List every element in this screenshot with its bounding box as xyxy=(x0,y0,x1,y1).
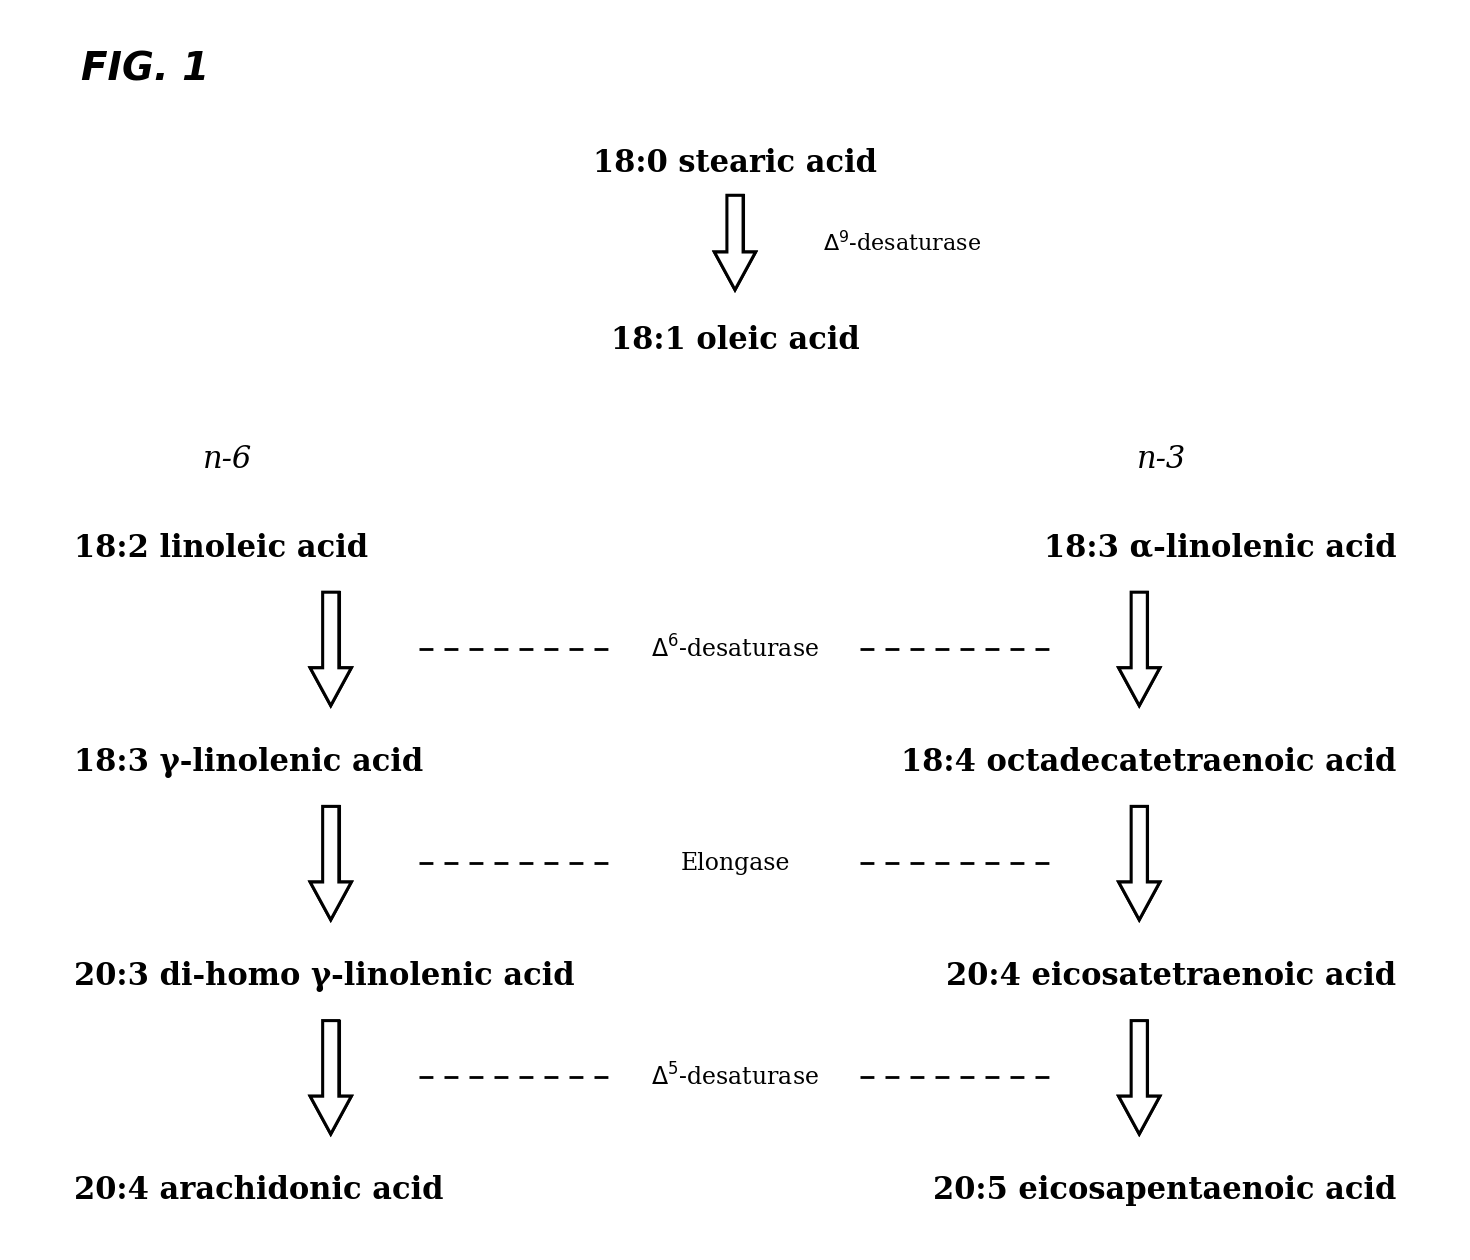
FancyArrow shape xyxy=(714,195,756,290)
Polygon shape xyxy=(310,882,351,920)
Text: $\Delta^5$-desaturase: $\Delta^5$-desaturase xyxy=(651,1063,819,1091)
Text: 20:4 arachidonic acid: 20:4 arachidonic acid xyxy=(74,1176,442,1206)
FancyArrow shape xyxy=(1119,592,1160,706)
Bar xyxy=(726,195,742,252)
Bar xyxy=(1132,592,1148,668)
Text: 20:3 di-homo γ-linolenic acid: 20:3 di-homo γ-linolenic acid xyxy=(74,961,575,992)
FancyArrow shape xyxy=(310,1021,351,1134)
Bar xyxy=(323,1021,338,1096)
Polygon shape xyxy=(310,668,351,706)
Bar xyxy=(323,806,338,882)
Polygon shape xyxy=(1119,882,1160,920)
Text: 20:4 eicosatetraenoic acid: 20:4 eicosatetraenoic acid xyxy=(947,961,1396,992)
Text: n-3: n-3 xyxy=(1136,445,1186,475)
FancyArrow shape xyxy=(310,806,351,920)
Bar xyxy=(1132,1021,1148,1096)
Polygon shape xyxy=(1119,1096,1160,1134)
Bar xyxy=(1132,806,1148,882)
Text: 18:4 octadecatetraenoic acid: 18:4 octadecatetraenoic acid xyxy=(901,747,1396,777)
Text: 18:2 linoleic acid: 18:2 linoleic acid xyxy=(74,533,368,563)
Text: 18:3 α-linolenic acid: 18:3 α-linolenic acid xyxy=(1044,533,1396,563)
Text: n-6: n-6 xyxy=(203,445,253,475)
Text: 18:3 γ-linolenic acid: 18:3 γ-linolenic acid xyxy=(74,747,423,777)
Polygon shape xyxy=(310,1096,351,1134)
Text: FIG. 1: FIG. 1 xyxy=(81,50,209,88)
Text: $\Delta^9$-desaturase: $\Delta^9$-desaturase xyxy=(823,231,982,256)
FancyArrow shape xyxy=(1119,806,1160,920)
Text: 18:1 oleic acid: 18:1 oleic acid xyxy=(610,325,860,355)
Polygon shape xyxy=(1119,668,1160,706)
Text: Elongase: Elongase xyxy=(681,852,789,874)
Text: $\Delta^6$-desaturase: $\Delta^6$-desaturase xyxy=(651,635,819,663)
Text: 20:5 eicosapentaenoic acid: 20:5 eicosapentaenoic acid xyxy=(933,1176,1396,1206)
Text: 18:0 stearic acid: 18:0 stearic acid xyxy=(592,149,878,179)
Bar xyxy=(323,592,338,668)
FancyArrow shape xyxy=(310,592,351,706)
FancyArrow shape xyxy=(1119,1021,1160,1134)
Polygon shape xyxy=(714,252,756,290)
